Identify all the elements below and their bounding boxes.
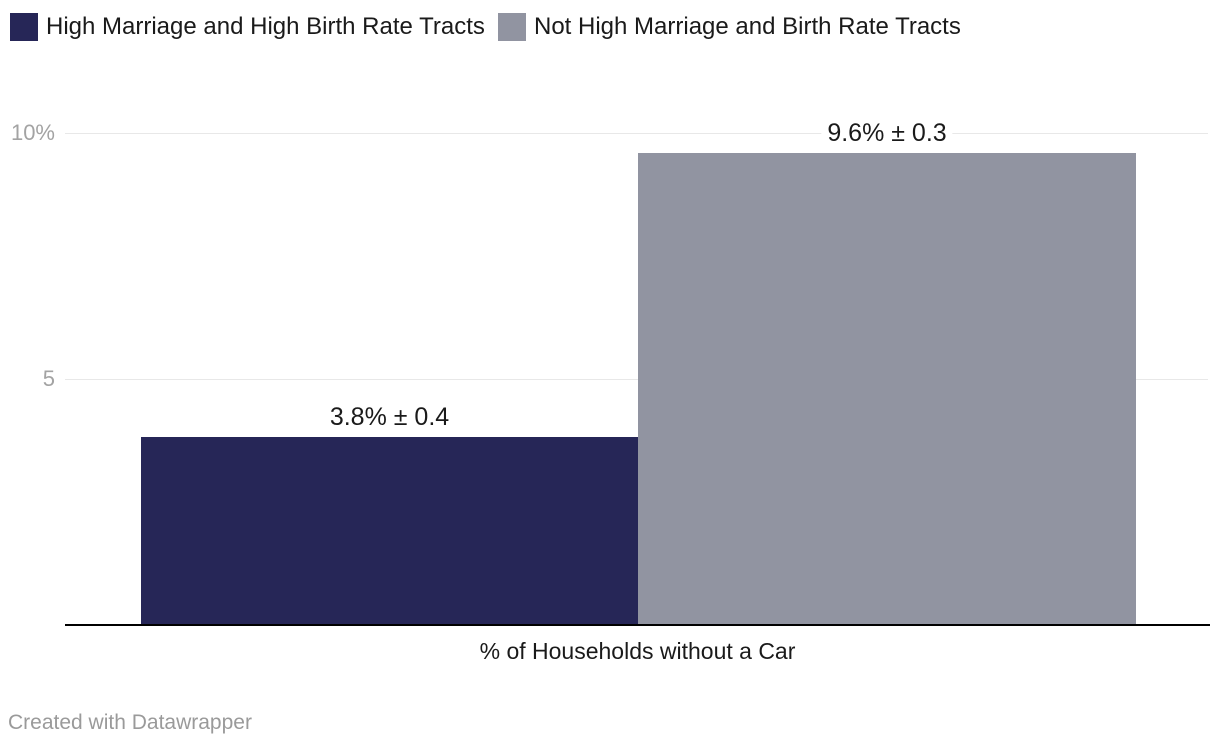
y-tick-label: 5: [42, 366, 55, 391]
legend-item-high-marriage: High Marriage and High Birth Rate Tracts: [10, 12, 485, 42]
bar: [141, 437, 638, 624]
legend-label: Not High Marriage and Birth Rate Tracts: [534, 13, 961, 40]
bar-value-label: 3.8% ± 0.4: [323, 402, 456, 433]
gridline: [65, 379, 1208, 380]
legend-label: High Marriage and High Birth Rate Tracts: [46, 13, 485, 40]
legend-swatch-not-high-marriage: [498, 13, 526, 41]
y-tick-label: 10%: [10, 120, 55, 145]
x-axis-line: [65, 624, 1210, 626]
legend-swatch-high-marriage: [10, 13, 38, 41]
datawrapper-credit: Created with Datawrapper: [8, 711, 252, 734]
gridline: [65, 133, 1208, 134]
bar: [638, 152, 1136, 624]
x-axis-title: % of Households without a Car: [479, 638, 796, 664]
bar-value-label: 9.6% ± 0.3: [821, 117, 953, 148]
legend-item-not-high-marriage: Not High Marriage and Birth Rate Tracts: [498, 12, 961, 42]
